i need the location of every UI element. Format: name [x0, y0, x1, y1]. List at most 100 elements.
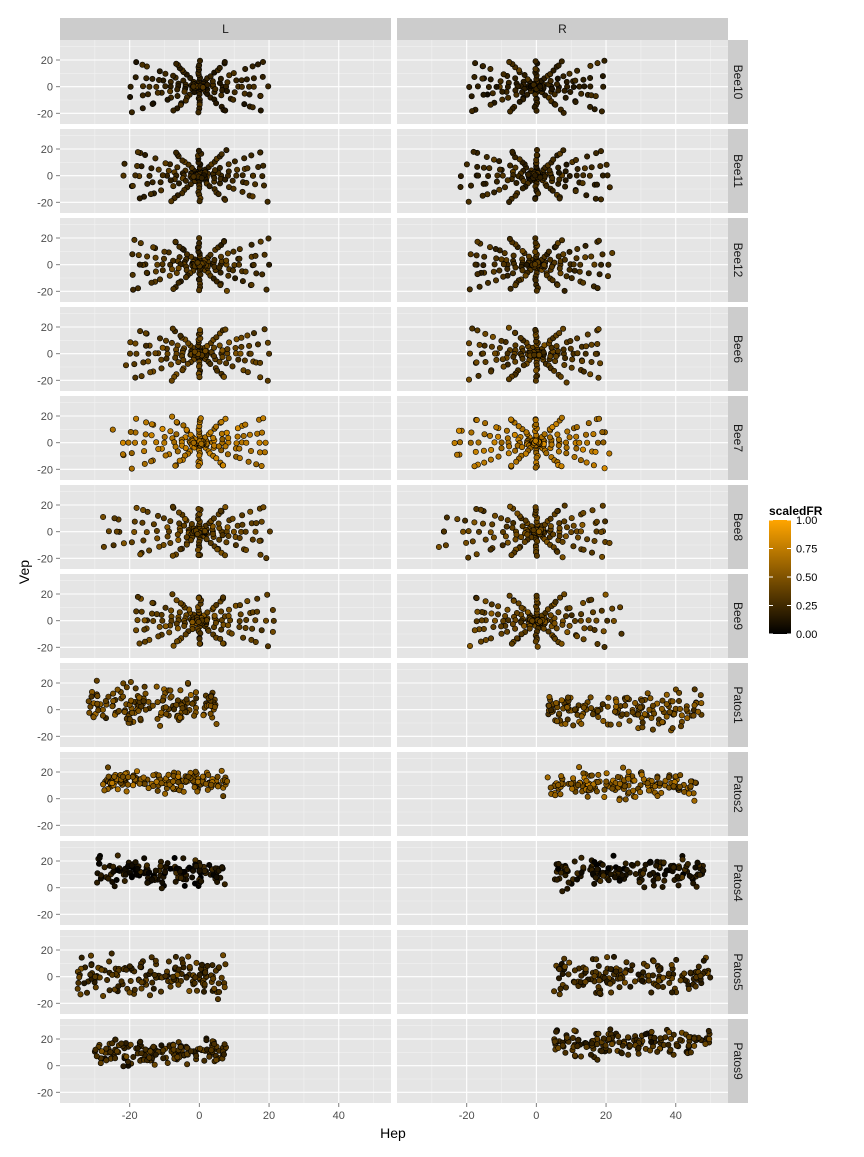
- data-point: [139, 105, 146, 112]
- series-Bee9-L: [133, 591, 277, 650]
- data-point: [184, 1061, 191, 1068]
- y-tick-label: 20: [41, 856, 53, 868]
- data-point: [590, 431, 597, 438]
- data-point: [554, 240, 561, 247]
- row-strip-Patos9: [728, 1019, 748, 1103]
- data-point: [481, 342, 488, 349]
- data-point: [164, 96, 171, 103]
- data-point: [92, 984, 99, 991]
- data-point: [480, 164, 487, 171]
- data-point: [669, 698, 676, 705]
- data-point: [625, 775, 632, 782]
- data-point: [93, 677, 100, 684]
- data-point: [225, 622, 232, 629]
- data-point: [563, 444, 570, 451]
- data-point: [509, 148, 516, 155]
- data-point: [559, 888, 566, 895]
- data-point: [589, 507, 596, 514]
- data-point: [157, 276, 164, 283]
- data-point: [222, 107, 229, 114]
- data-point: [559, 538, 566, 545]
- data-point: [480, 447, 487, 454]
- data-point: [493, 178, 500, 185]
- data-point: [225, 355, 232, 362]
- data-point: [141, 439, 148, 446]
- data-point: [224, 250, 231, 257]
- data-point: [224, 524, 231, 531]
- data-point: [81, 980, 88, 987]
- data-point: [213, 720, 220, 727]
- data-point: [599, 73, 606, 80]
- data-point: [610, 953, 617, 960]
- data-point: [442, 542, 449, 549]
- data-point: [498, 623, 505, 630]
- data-point: [593, 956, 600, 963]
- data-point: [269, 628, 276, 635]
- data-point: [578, 869, 585, 876]
- data-point: [551, 91, 558, 98]
- data-point: [578, 611, 585, 618]
- data-point: [570, 775, 577, 782]
- row-strip-Patos5: [728, 930, 748, 1014]
- data-point: [491, 439, 498, 446]
- data-point: [96, 860, 103, 867]
- data-point: [638, 771, 645, 778]
- data-point: [170, 183, 177, 190]
- data-point: [499, 88, 506, 95]
- data-point: [512, 447, 519, 454]
- data-point: [224, 778, 231, 785]
- data-point: [266, 261, 273, 268]
- data-point: [145, 698, 152, 705]
- data-point: [240, 432, 247, 439]
- data-point: [650, 958, 657, 965]
- data-point: [554, 508, 561, 515]
- data-point: [191, 980, 198, 987]
- data-point: [196, 240, 203, 247]
- data-point: [215, 520, 222, 527]
- data-point: [656, 780, 663, 787]
- data-point: [213, 334, 220, 341]
- data-point: [498, 515, 505, 522]
- data-point: [198, 175, 205, 182]
- data-point: [197, 415, 204, 422]
- data-point: [588, 164, 595, 171]
- data-point: [221, 238, 228, 245]
- data-point: [485, 84, 492, 91]
- data-point: [211, 344, 218, 351]
- data-point: [166, 528, 173, 535]
- data-point: [141, 780, 148, 787]
- data-point: [221, 1051, 228, 1058]
- data-point: [182, 177, 189, 184]
- data-point: [185, 773, 192, 780]
- data-point: [223, 539, 230, 546]
- data-point: [140, 506, 147, 513]
- panel-Patos2-R: [397, 752, 728, 836]
- data-point: [196, 971, 203, 978]
- data-point: [190, 83, 197, 90]
- data-point: [98, 1048, 105, 1055]
- data-point: [127, 94, 134, 101]
- data-point: [186, 963, 193, 970]
- data-point: [649, 726, 656, 733]
- data-point: [213, 1057, 220, 1064]
- data-point: [213, 423, 220, 430]
- data-point: [576, 268, 583, 275]
- data-point: [482, 598, 489, 605]
- data-point: [480, 350, 487, 357]
- data-point: [264, 377, 271, 384]
- data-point: [553, 1028, 560, 1035]
- data-point: [506, 443, 513, 450]
- data-point: [217, 282, 224, 289]
- data-point: [150, 1043, 157, 1050]
- data-point: [158, 988, 165, 995]
- data-point: [661, 877, 668, 884]
- row-strip-Bee10: [728, 40, 748, 124]
- data-point: [492, 246, 499, 253]
- panel-background: [397, 129, 728, 213]
- data-point: [460, 528, 467, 535]
- data-point: [622, 796, 629, 803]
- data-point: [142, 638, 149, 645]
- data-point: [519, 267, 526, 274]
- data-point: [600, 717, 607, 724]
- data-point: [581, 165, 588, 172]
